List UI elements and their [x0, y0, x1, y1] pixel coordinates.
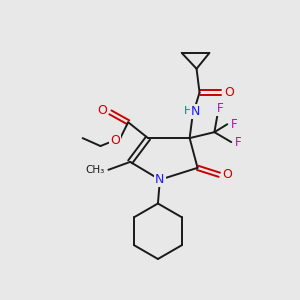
- Text: F: F: [235, 136, 242, 148]
- Text: N: N: [191, 105, 200, 118]
- Text: F: F: [217, 102, 224, 115]
- Text: O: O: [222, 168, 232, 181]
- Text: CH₃: CH₃: [85, 165, 104, 175]
- Text: O: O: [98, 104, 107, 117]
- Text: H: H: [184, 106, 192, 116]
- Text: O: O: [224, 86, 234, 99]
- Text: F: F: [231, 118, 238, 131]
- Text: N: N: [155, 173, 165, 186]
- Text: O: O: [110, 134, 120, 147]
